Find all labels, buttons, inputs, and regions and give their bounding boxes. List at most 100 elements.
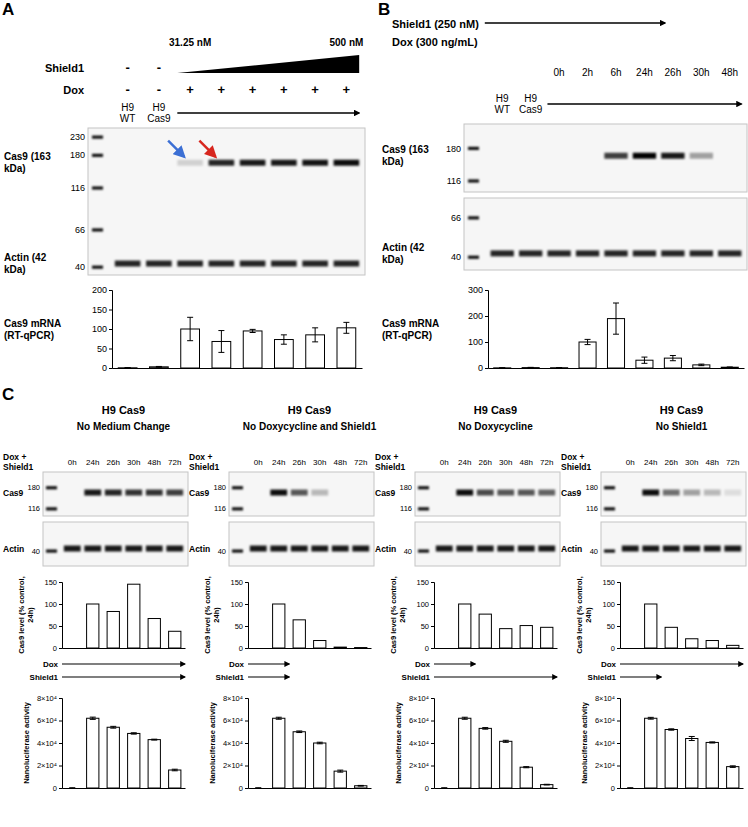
band bbox=[311, 490, 328, 496]
y-tick-mark bbox=[485, 316, 488, 317]
lane-label-line: 0h bbox=[68, 458, 77, 467]
y-tick: 0 bbox=[425, 784, 434, 793]
band bbox=[518, 546, 535, 552]
treatment-arrow bbox=[248, 676, 289, 677]
y-axis-title: Nanoluciferase activity bbox=[22, 701, 31, 784]
lane-label-line: WT bbox=[494, 104, 510, 115]
error-bar bbox=[499, 367, 505, 368]
bar bbox=[706, 742, 718, 788]
y-tick: 0 bbox=[102, 363, 112, 373]
y-tick: 0 bbox=[239, 644, 248, 653]
bar bbox=[169, 770, 181, 788]
band-label-line: kDa) bbox=[4, 264, 26, 275]
lane-label: 0h bbox=[68, 458, 77, 467]
treatment-label: Shield1 (250 nM) bbox=[392, 18, 479, 30]
y-axis-line bbox=[617, 699, 621, 789]
ladder-label: 66 bbox=[451, 213, 461, 223]
lane-label-line: H9 bbox=[496, 93, 509, 104]
y-tick-mark bbox=[617, 766, 620, 767]
timepoint-label: 48h bbox=[721, 67, 738, 78]
band bbox=[477, 546, 494, 552]
error-cap bbox=[125, 368, 131, 369]
error-cap bbox=[668, 728, 674, 729]
bar bbox=[355, 647, 367, 648]
band-pointer bbox=[199, 141, 215, 157]
band bbox=[718, 250, 741, 256]
error-bar bbox=[90, 717, 96, 719]
y-tick-label: 0 bbox=[425, 644, 429, 653]
band-layer bbox=[491, 250, 742, 256]
band bbox=[105, 546, 122, 552]
band bbox=[724, 546, 741, 552]
subtitle: No Medium Change bbox=[77, 421, 171, 432]
bar-chart: 050100150Cas9 level (% control,24h) bbox=[17, 576, 185, 654]
band bbox=[146, 546, 163, 552]
band bbox=[576, 250, 599, 256]
plot-area bbox=[87, 584, 181, 648]
lane-label-line: 0h bbox=[254, 458, 263, 467]
band-label-line: Cas9 bbox=[375, 488, 396, 498]
error-stem bbox=[346, 322, 347, 333]
lane-label-line: 0h bbox=[626, 458, 635, 467]
y-tick: 200 bbox=[92, 285, 112, 295]
bar bbox=[273, 718, 285, 788]
error-bar bbox=[503, 740, 509, 742]
lane-label-line: H9 bbox=[121, 102, 134, 113]
ladder-label: 40 bbox=[218, 547, 226, 556]
error-cap bbox=[255, 788, 261, 789]
y-axis-line bbox=[109, 291, 113, 369]
header-label-line: Dox + bbox=[3, 452, 26, 462]
bar bbox=[355, 786, 367, 788]
y-label-group: Cas9 level (% control,24h) bbox=[17, 576, 35, 654]
band bbox=[663, 490, 680, 496]
band bbox=[436, 490, 453, 496]
error-bar bbox=[317, 742, 323, 744]
bar bbox=[66, 788, 78, 789]
ladder-band bbox=[232, 486, 243, 489]
error-cap bbox=[131, 734, 137, 735]
gradient-end: 500 nM bbox=[329, 37, 363, 48]
y-axis-title: Nanoluciferase activity bbox=[394, 701, 403, 784]
bar bbox=[118, 367, 137, 368]
lane-label-line: 72h bbox=[540, 458, 553, 467]
lane-label: 24h bbox=[644, 458, 657, 467]
error-cap bbox=[317, 742, 323, 743]
bar bbox=[686, 739, 698, 789]
treatments: DoxShield1 bbox=[30, 660, 185, 682]
title: H9 Cas9 bbox=[102, 404, 145, 416]
error-cap bbox=[523, 767, 529, 768]
y-tick-label: 6×10⁴ bbox=[409, 716, 429, 725]
error-cap bbox=[668, 730, 674, 731]
band-label-line: kDa) bbox=[382, 156, 404, 167]
error-cap bbox=[670, 355, 676, 356]
error-cap bbox=[441, 787, 447, 788]
band bbox=[311, 546, 328, 552]
treatment-label: Dox (300 ng/mL) bbox=[392, 36, 478, 48]
y-axis-title: Cas9 level (% control,24h) bbox=[575, 576, 593, 654]
band-label: Actin bbox=[561, 544, 582, 554]
y-axis: 0100200300 bbox=[468, 285, 489, 373]
lane-label-line: H9 bbox=[152, 102, 165, 113]
y-axis-title-line: (RT-qPCR) bbox=[4, 330, 54, 341]
ladder-band bbox=[418, 486, 429, 489]
lane-label-line: 24h bbox=[86, 458, 99, 467]
error-cap bbox=[281, 334, 287, 335]
error-bar bbox=[218, 331, 224, 353]
ladder-label: 116 bbox=[214, 504, 226, 513]
band bbox=[622, 546, 639, 552]
lane-label-line: 48h bbox=[148, 458, 161, 467]
error-cap bbox=[709, 743, 715, 744]
y-tick: 2×10⁴ bbox=[595, 761, 620, 770]
ladder-band bbox=[92, 187, 103, 190]
error-bar bbox=[668, 729, 674, 730]
error-bar bbox=[482, 728, 488, 730]
bar bbox=[624, 788, 636, 789]
bar bbox=[520, 767, 532, 788]
band-label: Cas9 bbox=[561, 488, 582, 498]
x-axis bbox=[435, 788, 558, 790]
bar bbox=[150, 367, 169, 368]
error-bar bbox=[156, 366, 162, 368]
band bbox=[64, 490, 81, 496]
band bbox=[718, 153, 741, 159]
error-cap bbox=[358, 786, 364, 787]
